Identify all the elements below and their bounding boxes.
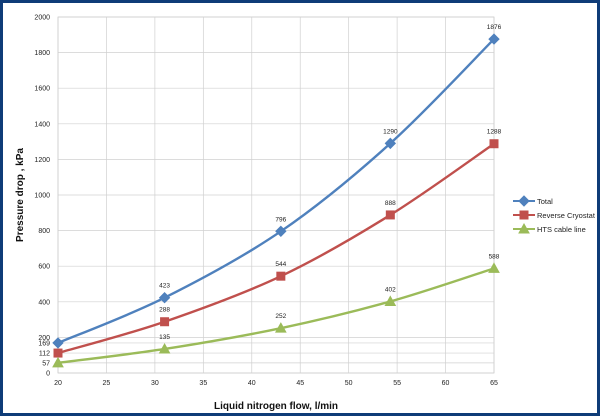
y-tick-label: 1200 [34,157,50,164]
series-total: 423 796 1290 1876 [52,24,502,349]
data-label: 402 [385,286,396,293]
data-point-marker [52,337,64,349]
x-tick-label: 25 [103,380,111,387]
y-tick-label: 0 [46,371,50,378]
x-axis-title: Liquid nitrogen flow, l/min [214,401,338,412]
data-point-marker [518,195,530,207]
data-label: 252 [275,313,286,320]
x-tick-label: 55 [393,380,401,387]
x-tick-label: 20 [54,380,62,387]
y-tick-label: 1400 [34,121,50,128]
data-point-marker [52,356,64,368]
series-reverse-cryostat: 288 544 888 1288 [53,129,502,358]
data-point-marker [518,222,530,234]
data-point-marker [158,342,171,354]
y-axis-title: Pressure drop , kPa [15,148,26,242]
y-tick-label: 2000 [34,15,50,22]
x-tick-label: 60 [442,380,450,387]
data-label: 135 [159,334,170,341]
data-point-marker [158,291,171,304]
series-hts-cable-line: 135 252 402 588 [52,253,500,368]
grid-lines [57,16,495,374]
data-point-marker [519,210,529,220]
data-label: 588 [489,253,500,260]
data-label: 544 [275,261,286,268]
legend-item: Reverse Cryostat [513,210,596,220]
data-point-marker [276,271,286,281]
y-tick-label: 112 [39,351,50,358]
legend-label: HTS cable line [537,225,586,234]
data-label: 288 [159,307,170,314]
data-label: 888 [385,200,396,207]
x-tick-label: 30 [151,380,159,387]
y-tick-label: 400 [38,299,50,306]
data-point-marker [274,322,287,333]
legend-item: Total [513,195,553,207]
data-label: 1876 [487,24,502,31]
x-tick-label: 50 [345,380,353,387]
data-label: 1290 [383,128,398,135]
data-point-marker [275,225,287,238]
y-tick-label: 1000 [34,193,50,200]
data-point-marker [385,210,395,220]
y-tick-label: 1800 [34,50,50,57]
data-point-marker [160,317,170,327]
y-tick-label: 1600 [34,86,50,93]
y-tick-label: 800 [38,228,50,235]
data-label: 796 [275,216,286,223]
data-point-marker [488,33,500,45]
data-point-marker [489,139,499,149]
data-point-marker [384,295,397,306]
data-label: 423 [159,283,170,290]
x-tick-label: 45 [296,380,304,387]
y-tick-label: 200 [38,335,50,342]
y-tick-label: 57 [42,360,50,367]
x-tick-label: 65 [490,380,498,387]
data-point-marker [488,262,500,273]
legend-label: Total [537,197,553,206]
legend-item: HTS cable line [513,222,586,234]
data-point-marker [53,348,63,358]
legend: Total Reverse Cryostat HTS cable line [513,195,596,234]
legend-label: Reverse Cryostat [537,211,596,220]
y-tick-label: 169 [38,340,50,347]
data-label: 1288 [487,129,502,136]
series-group: 423 796 1290 1876 288 544 888 1288 135 252 402 588 [52,24,502,368]
x-tick-label: 40 [248,380,256,387]
y-tick-label: 600 [38,264,50,271]
x-tick-label: 35 [199,380,207,387]
x-tick-labels: 20 25 30 35 40 45 50 55 60 65 [54,380,498,387]
data-point-marker [384,137,397,150]
